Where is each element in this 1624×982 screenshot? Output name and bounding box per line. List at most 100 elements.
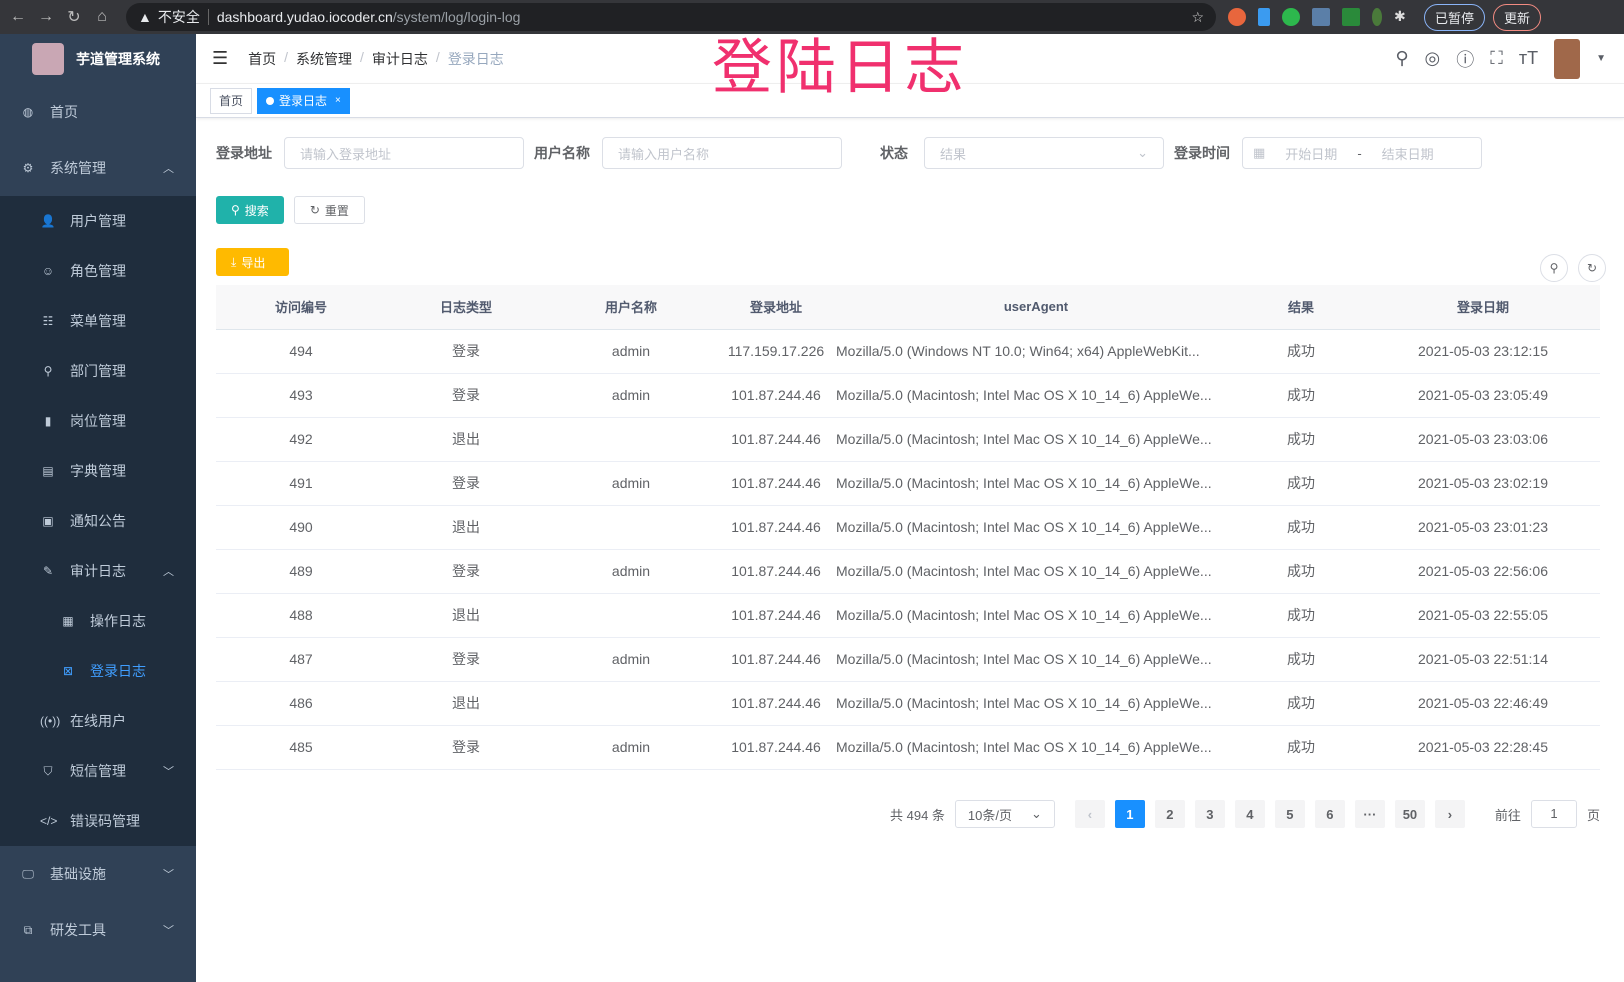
sidebar-item-menu[interactable]: ☷ 菜单管理 [0,296,196,346]
tag-home[interactable]: 首页 [210,87,253,114]
home-icon[interactable]: ⌂ [97,8,107,25]
sidebar-item-operate-log[interactable]: ▦ 操作日志 [0,596,196,646]
label: 错误码管理 [70,813,140,829]
address-bar[interactable]: ▲ 不安全 dashboard.yudao.iocoder.cn/system/… [126,3,1216,31]
table-cell: 101.87.244.46 [716,549,836,594]
refresh-icon[interactable]: ↻ [1578,254,1606,282]
sidebar-item-audit-log[interactable]: ✎ 审计日志 ︿ [0,546,196,596]
calendar-icon: ▦ [1253,145,1266,160]
prev-page-button[interactable]: ‹ [1074,800,1105,828]
extension-icon[interactable] [1228,8,1246,26]
page-button[interactable]: 6 [1314,800,1345,828]
ip-input[interactable]: 请输入登录地址 [284,137,524,169]
close-icon[interactable]: × [335,95,341,106]
table-cell: 101.87.244.46 [716,725,836,770]
sidebar-item-user[interactable]: 👤 用户管理 [0,196,196,246]
update-button[interactable]: 更新 [1493,3,1542,31]
sidebar-item-error-code[interactable]: </> 错误码管理 [0,796,196,846]
table-row: 486 退出 101.87.244.46 Mozilla/5.0 (Macintosh… [216,681,1600,726]
sidebar-item-dept[interactable]: ⚲ 部门管理 [0,346,196,396]
page-button[interactable]: ··· [1354,800,1385,828]
sidebar-item-post[interactable]: ▮ 岗位管理 [0,396,196,446]
sidebar-item-system[interactable]: ⚙ 系统管理 ︿ [0,140,196,196]
fullscreen-icon[interactable]: ⛶ [1490,48,1503,68]
breadcrumb-item[interactable]: 审计日志 [371,50,428,67]
breadcrumb-item[interactable]: 首页 [248,50,277,67]
table-cell: Mozilla/5.0 (Macintosh; Intel Mac OS X 1… [836,681,1236,726]
table-cell: 成功 [1236,505,1366,550]
table-cell: 101.87.244.46 [716,593,836,638]
table-cell: 101.87.244.46 [716,681,836,726]
extension-icon[interactable] [1312,8,1330,26]
table-cell: 成功 [1236,329,1366,374]
page-button[interactable]: 5 [1274,800,1305,828]
bookmark-star-icon[interactable]: ☆ [1191,8,1204,25]
search-button[interactable]: ⚲ 搜索 [216,196,284,224]
extension-icon[interactable] [1372,8,1382,26]
table-cell: admin [546,329,716,374]
label: 重置 [324,203,349,218]
table-cell [546,593,716,638]
sidebar-item-tools[interactable]: ⧉ 研发工具 ﹀ [0,902,196,958]
sidebar-item-home[interactable]: ◍ 首页 [0,84,196,140]
table-row: 491 登录 admin 101.87.244.46 Mozilla/5.0 (Maci… [216,461,1600,506]
profile-button[interactable]: 已暂停 [1424,3,1486,31]
label: 10条/页 [967,807,1012,823]
page-button[interactable]: 4 [1234,800,1265,828]
back-icon[interactable]: ← [10,8,26,25]
next-page-button[interactable]: › [1434,800,1465,828]
navbar: ☰ 首页 / 系统管理 / 审计日志 / 登录日志 登陆日志 ⚲ ◎ ⓘ ⛶ тT ▼ [196,34,1624,98]
extension-icon[interactable] [1282,8,1300,26]
label: 导出 [241,255,266,270]
page-button[interactable]: 50 [1394,800,1425,828]
reset-button[interactable]: ↻ 重置 [293,196,365,224]
font-size-icon[interactable]: тT [1518,48,1539,68]
table-cell: 2021-05-03 23:12:15 [1366,329,1600,374]
table-cell: Mozilla/5.0 (Macintosh; Intel Mac OS X 1… [836,637,1236,682]
sidebar-item-dict[interactable]: ▤ 字典管理 [0,446,196,496]
extension-icon[interactable] [1258,8,1270,26]
export-button[interactable]: ⤓ 导出 [216,248,289,276]
monitor-icon: 🖵 [22,866,34,881]
page-size-select[interactable]: 10条/页 ⌄ [954,800,1055,828]
chevron-down-icon: ⌄ [1031,806,1042,821]
table-cell: 2021-05-03 22:28:45 [1366,725,1600,770]
username-input[interactable]: 请输入用户名称 [602,137,842,169]
page-button[interactable]: 3 [1194,800,1225,828]
tag-login-log[interactable]: 登录日志 × [257,87,350,114]
sidebar-item-notice[interactable]: ▣ 通知公告 [0,496,196,546]
date-range-picker[interactable]: ▦ 开始日期 - 结束日期 [1242,137,1482,169]
sidebar-item-login-log[interactable]: ⊠ 登录日志 [0,646,196,696]
tree-table-icon: ☷ [42,314,54,328]
table-cell: 2021-05-03 22:56:06 [1366,549,1600,594]
page-button[interactable]: 1 [1114,800,1145,828]
reload-icon[interactable]: ↻ [67,9,81,26]
breadcrumb-item[interactable]: 系统管理 [296,50,353,67]
sidebar-item-infra[interactable]: 🖵 基础设施 ﹀ [0,846,196,902]
hamburger-icon[interactable]: ☰ [212,48,229,68]
page-button[interactable]: 2 [1154,800,1185,828]
sidebar-item-role[interactable]: ☺ 角色管理 [0,246,196,296]
table-cell: 2021-05-03 22:55:05 [1366,593,1600,638]
chevron-down-icon: ﹀ [163,869,174,881]
extension-icon[interactable] [1342,8,1360,26]
sidebar-item-sms[interactable]: ⛉ 短信管理 ﹀ [0,746,196,796]
github-icon[interactable]: ◎ [1424,48,1441,68]
forward-icon[interactable]: → [38,8,54,25]
table-cell: 488 [216,593,386,638]
sidebar-item-online[interactable]: ((•)) 在线用户 [0,696,196,746]
table-cell: admin [546,725,716,770]
sidebar-logo[interactable]: 芋道管理系统 [0,34,196,84]
tags-view: 首页 登录日志 × [196,84,1624,118]
placeholder: 请输入用户名称 [618,146,710,162]
goto-page-input[interactable]: 1 [1530,800,1577,828]
status-select[interactable]: 结果 ⌄ [924,137,1164,169]
question-icon[interactable]: ⓘ [1456,49,1475,70]
avatar[interactable] [1554,38,1581,79]
table-row: 492 退出 101.87.244.46 Mozilla/5.0 (Macintosh… [216,417,1600,462]
puzzle-icon[interactable]: ✱ [1394,8,1406,24]
caret-down-icon[interactable]: ▼ [1596,53,1606,64]
table-cell: Mozilla/5.0 (Macintosh; Intel Mac OS X 1… [836,417,1236,462]
search-icon[interactable]: ⚲ [1395,48,1409,68]
toggle-search-icon[interactable]: ⚲ [1540,254,1568,282]
